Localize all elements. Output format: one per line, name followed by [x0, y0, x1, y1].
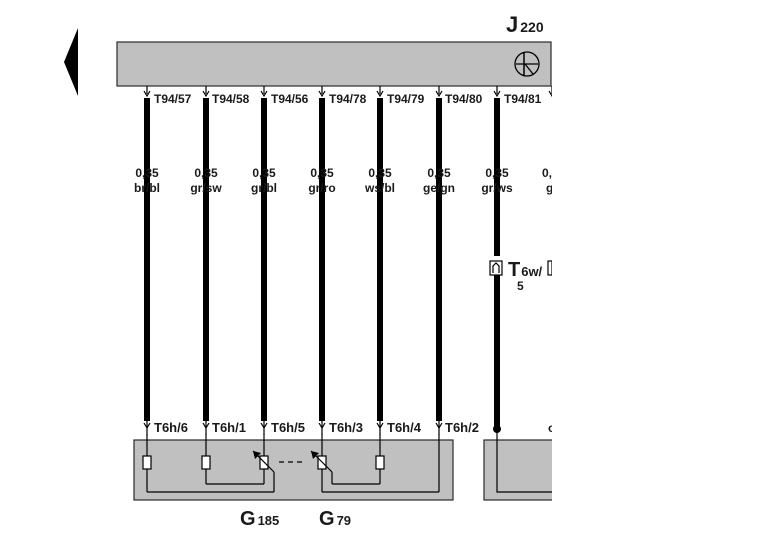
- top-pin-labels: T94/57 T94/58 T94/56 T94/78 T94/79 T94/8…: [154, 92, 542, 106]
- wire-color-label: gr/sw: [190, 181, 222, 195]
- ground-symbol-icon: [514, 51, 540, 77]
- wire-size-label: 0,35: [252, 166, 276, 180]
- sensor-internal-wiring: [146, 434, 440, 493]
- sensor-box: [133, 439, 454, 501]
- top-pin-label: T94/80: [445, 92, 483, 106]
- pin-tick-icon: [435, 422, 443, 430]
- sensor-label-g185: G 185: [240, 508, 279, 530]
- bottom-pin-label: T6h/4: [387, 420, 422, 435]
- top-pin-label: T94/81: [504, 92, 542, 106]
- pin-tick-icon: [143, 90, 151, 98]
- pin-tick-icon: [143, 422, 151, 430]
- top-pin-label: T94/78: [329, 92, 367, 106]
- wire-color-label: ws/bl: [364, 181, 395, 195]
- wire-color-label: g: [546, 181, 553, 195]
- bottom-pin-label: T6h/2: [445, 420, 479, 435]
- wire-size-label: 0,35: [485, 166, 509, 180]
- wire-color-label: gr/ro: [308, 181, 335, 195]
- pin-tick-icon: [435, 90, 443, 98]
- wire-size-label: 0,35: [135, 166, 159, 180]
- top-pin-label: T94/57: [154, 92, 192, 106]
- wire-size-label: 0,35: [427, 166, 451, 180]
- wire-color-label: gr/bl: [251, 181, 277, 195]
- bottom-pin-labels: T6h/6 T6h/1 T6h/5 T6h/3 T6h/4 T6h/2: [154, 420, 479, 435]
- pin-tick-icon: [376, 90, 384, 98]
- wire-size-label: 0,: [542, 166, 552, 180]
- connector-icon: [489, 260, 553, 276]
- pin-tick-icon: [318, 422, 326, 430]
- wire-labels: 0,35 br/bl 0,35 gr/sw 0,35 gr/bl 0,35 gr…: [134, 166, 553, 195]
- wire-color-label: br/bl: [134, 181, 160, 195]
- pin-tick-icon: [493, 90, 501, 98]
- sensor-label-g79: G 79: [319, 508, 351, 530]
- pin-tick-icon: [202, 422, 210, 430]
- top-pin-label: T94/56: [271, 92, 309, 106]
- bottom-pin-label: T6h/3: [329, 420, 363, 435]
- control-unit-label: J 220: [506, 12, 544, 37]
- bottom-pin-label: T6h/5: [271, 420, 305, 435]
- bottom-pin-label: T6h/1: [212, 420, 246, 435]
- connector-pin-label: 5: [517, 279, 524, 293]
- bottom-pin-label: T6h/6: [154, 420, 188, 435]
- wire-color-label: ge/gn: [423, 181, 455, 195]
- crop-mask: [552, 0, 768, 552]
- wire-size-label: 0,35: [194, 166, 218, 180]
- wire-color-label: gr/ws: [481, 181, 513, 195]
- top-pin-label: T94/79: [387, 92, 425, 106]
- resistor-icon: [142, 455, 385, 470]
- junction-dot-icon: [493, 425, 501, 433]
- partial-component-wire: [496, 429, 564, 493]
- wire-size-label: 0,35: [310, 166, 334, 180]
- pin-tick-icon: [260, 90, 268, 98]
- partial-pin-label: o: [548, 421, 555, 435]
- wires: [143, 86, 556, 435]
- pin-tick-icon: [202, 90, 210, 98]
- pin-tick-icon: [376, 422, 384, 430]
- top-pin-label: T94/58: [212, 92, 250, 106]
- pin-tick-icon: [318, 90, 326, 98]
- connector-label: T6w/: [508, 259, 543, 281]
- potentiometer-icon: [252, 450, 333, 473]
- wire-size-label: 0,35: [368, 166, 392, 180]
- back-arrow-icon[interactable]: [64, 28, 78, 96]
- pin-tick-icon: [260, 422, 268, 430]
- control-unit-box: [116, 41, 552, 87]
